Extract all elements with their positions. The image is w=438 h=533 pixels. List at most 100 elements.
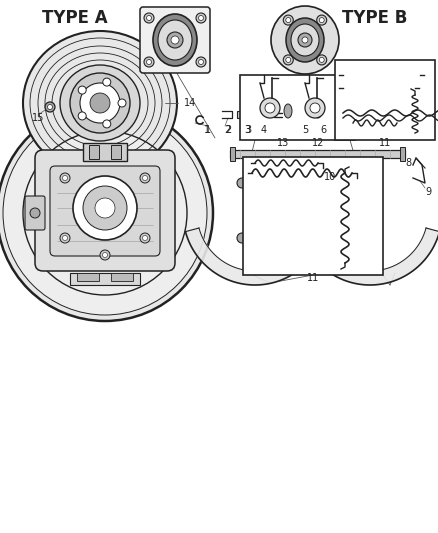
Bar [243,157,383,275]
Circle shape [360,225,366,231]
Text: 3: 3 [244,125,250,135]
Circle shape [103,78,111,86]
Circle shape [352,178,362,188]
Bar [77,273,99,281]
Circle shape [90,93,110,113]
FancyBboxPatch shape [50,166,160,256]
Circle shape [140,233,150,243]
Text: 8: 8 [405,158,411,168]
Bar [111,273,133,281]
Bar [400,147,405,161]
Circle shape [78,86,86,94]
Circle shape [142,175,148,181]
Circle shape [142,236,148,240]
Text: 9: 9 [425,187,431,197]
Text: TYPE A: TYPE A [42,9,108,27]
FancyBboxPatch shape [140,7,210,73]
Circle shape [310,103,320,113]
Circle shape [95,198,115,218]
Circle shape [47,104,53,109]
Bar [335,60,435,140]
Circle shape [244,209,252,217]
Circle shape [78,112,86,120]
Bar [230,147,235,161]
Bar [240,75,355,140]
Circle shape [319,18,324,22]
Text: 4: 4 [261,125,267,135]
Circle shape [286,58,291,62]
Circle shape [0,105,213,321]
Circle shape [60,173,70,183]
Circle shape [317,55,327,65]
Text: 6: 6 [320,125,326,135]
Circle shape [196,57,206,67]
Ellipse shape [314,104,322,118]
Circle shape [140,173,150,183]
Circle shape [45,102,55,112]
Bar [83,143,127,161]
Polygon shape [185,228,325,285]
Circle shape [198,15,204,20]
Circle shape [237,233,247,243]
Circle shape [23,131,187,295]
Circle shape [80,83,120,123]
Bar [237,111,259,118]
FancyBboxPatch shape [25,196,45,230]
Ellipse shape [291,24,319,56]
Circle shape [102,253,107,257]
Circle shape [237,178,247,188]
Circle shape [144,57,154,67]
Circle shape [103,120,111,128]
Circle shape [298,33,312,47]
Circle shape [63,236,67,240]
Text: 3: 3 [245,125,251,135]
Bar [288,104,318,118]
Circle shape [317,15,327,25]
Circle shape [198,60,204,64]
Bar [230,150,405,158]
Circle shape [319,58,324,62]
Circle shape [283,15,293,25]
Text: 1: 1 [204,125,210,135]
Polygon shape [300,228,438,285]
Bar [70,273,140,285]
Text: 5: 5 [302,125,308,135]
Circle shape [3,111,207,315]
Circle shape [265,103,275,113]
Text: 11: 11 [307,273,319,283]
Ellipse shape [286,18,324,62]
Ellipse shape [23,31,177,175]
Circle shape [73,176,137,240]
Circle shape [359,209,367,217]
Circle shape [100,250,110,260]
Circle shape [196,13,206,23]
Circle shape [266,111,274,119]
Circle shape [70,73,130,133]
Circle shape [167,32,183,48]
Circle shape [352,233,362,243]
Circle shape [30,208,40,218]
Text: 1: 1 [205,125,211,135]
Text: 10: 10 [324,172,336,182]
Text: 2: 2 [225,125,231,135]
Text: 11: 11 [379,138,391,148]
FancyBboxPatch shape [35,150,175,271]
Circle shape [144,13,154,23]
Text: 2: 2 [224,125,230,135]
Ellipse shape [284,104,292,118]
Circle shape [305,98,325,118]
Circle shape [286,18,291,22]
Circle shape [60,233,70,243]
Ellipse shape [158,20,192,60]
Circle shape [302,37,308,43]
Circle shape [260,98,280,118]
Text: TYPE B: TYPE B [343,9,408,27]
Bar [111,145,121,159]
Circle shape [271,6,339,74]
Circle shape [63,175,67,181]
Text: 14: 14 [184,98,196,108]
Circle shape [171,36,179,44]
Circle shape [118,99,126,107]
Text: 12: 12 [312,138,324,148]
Circle shape [360,195,366,201]
